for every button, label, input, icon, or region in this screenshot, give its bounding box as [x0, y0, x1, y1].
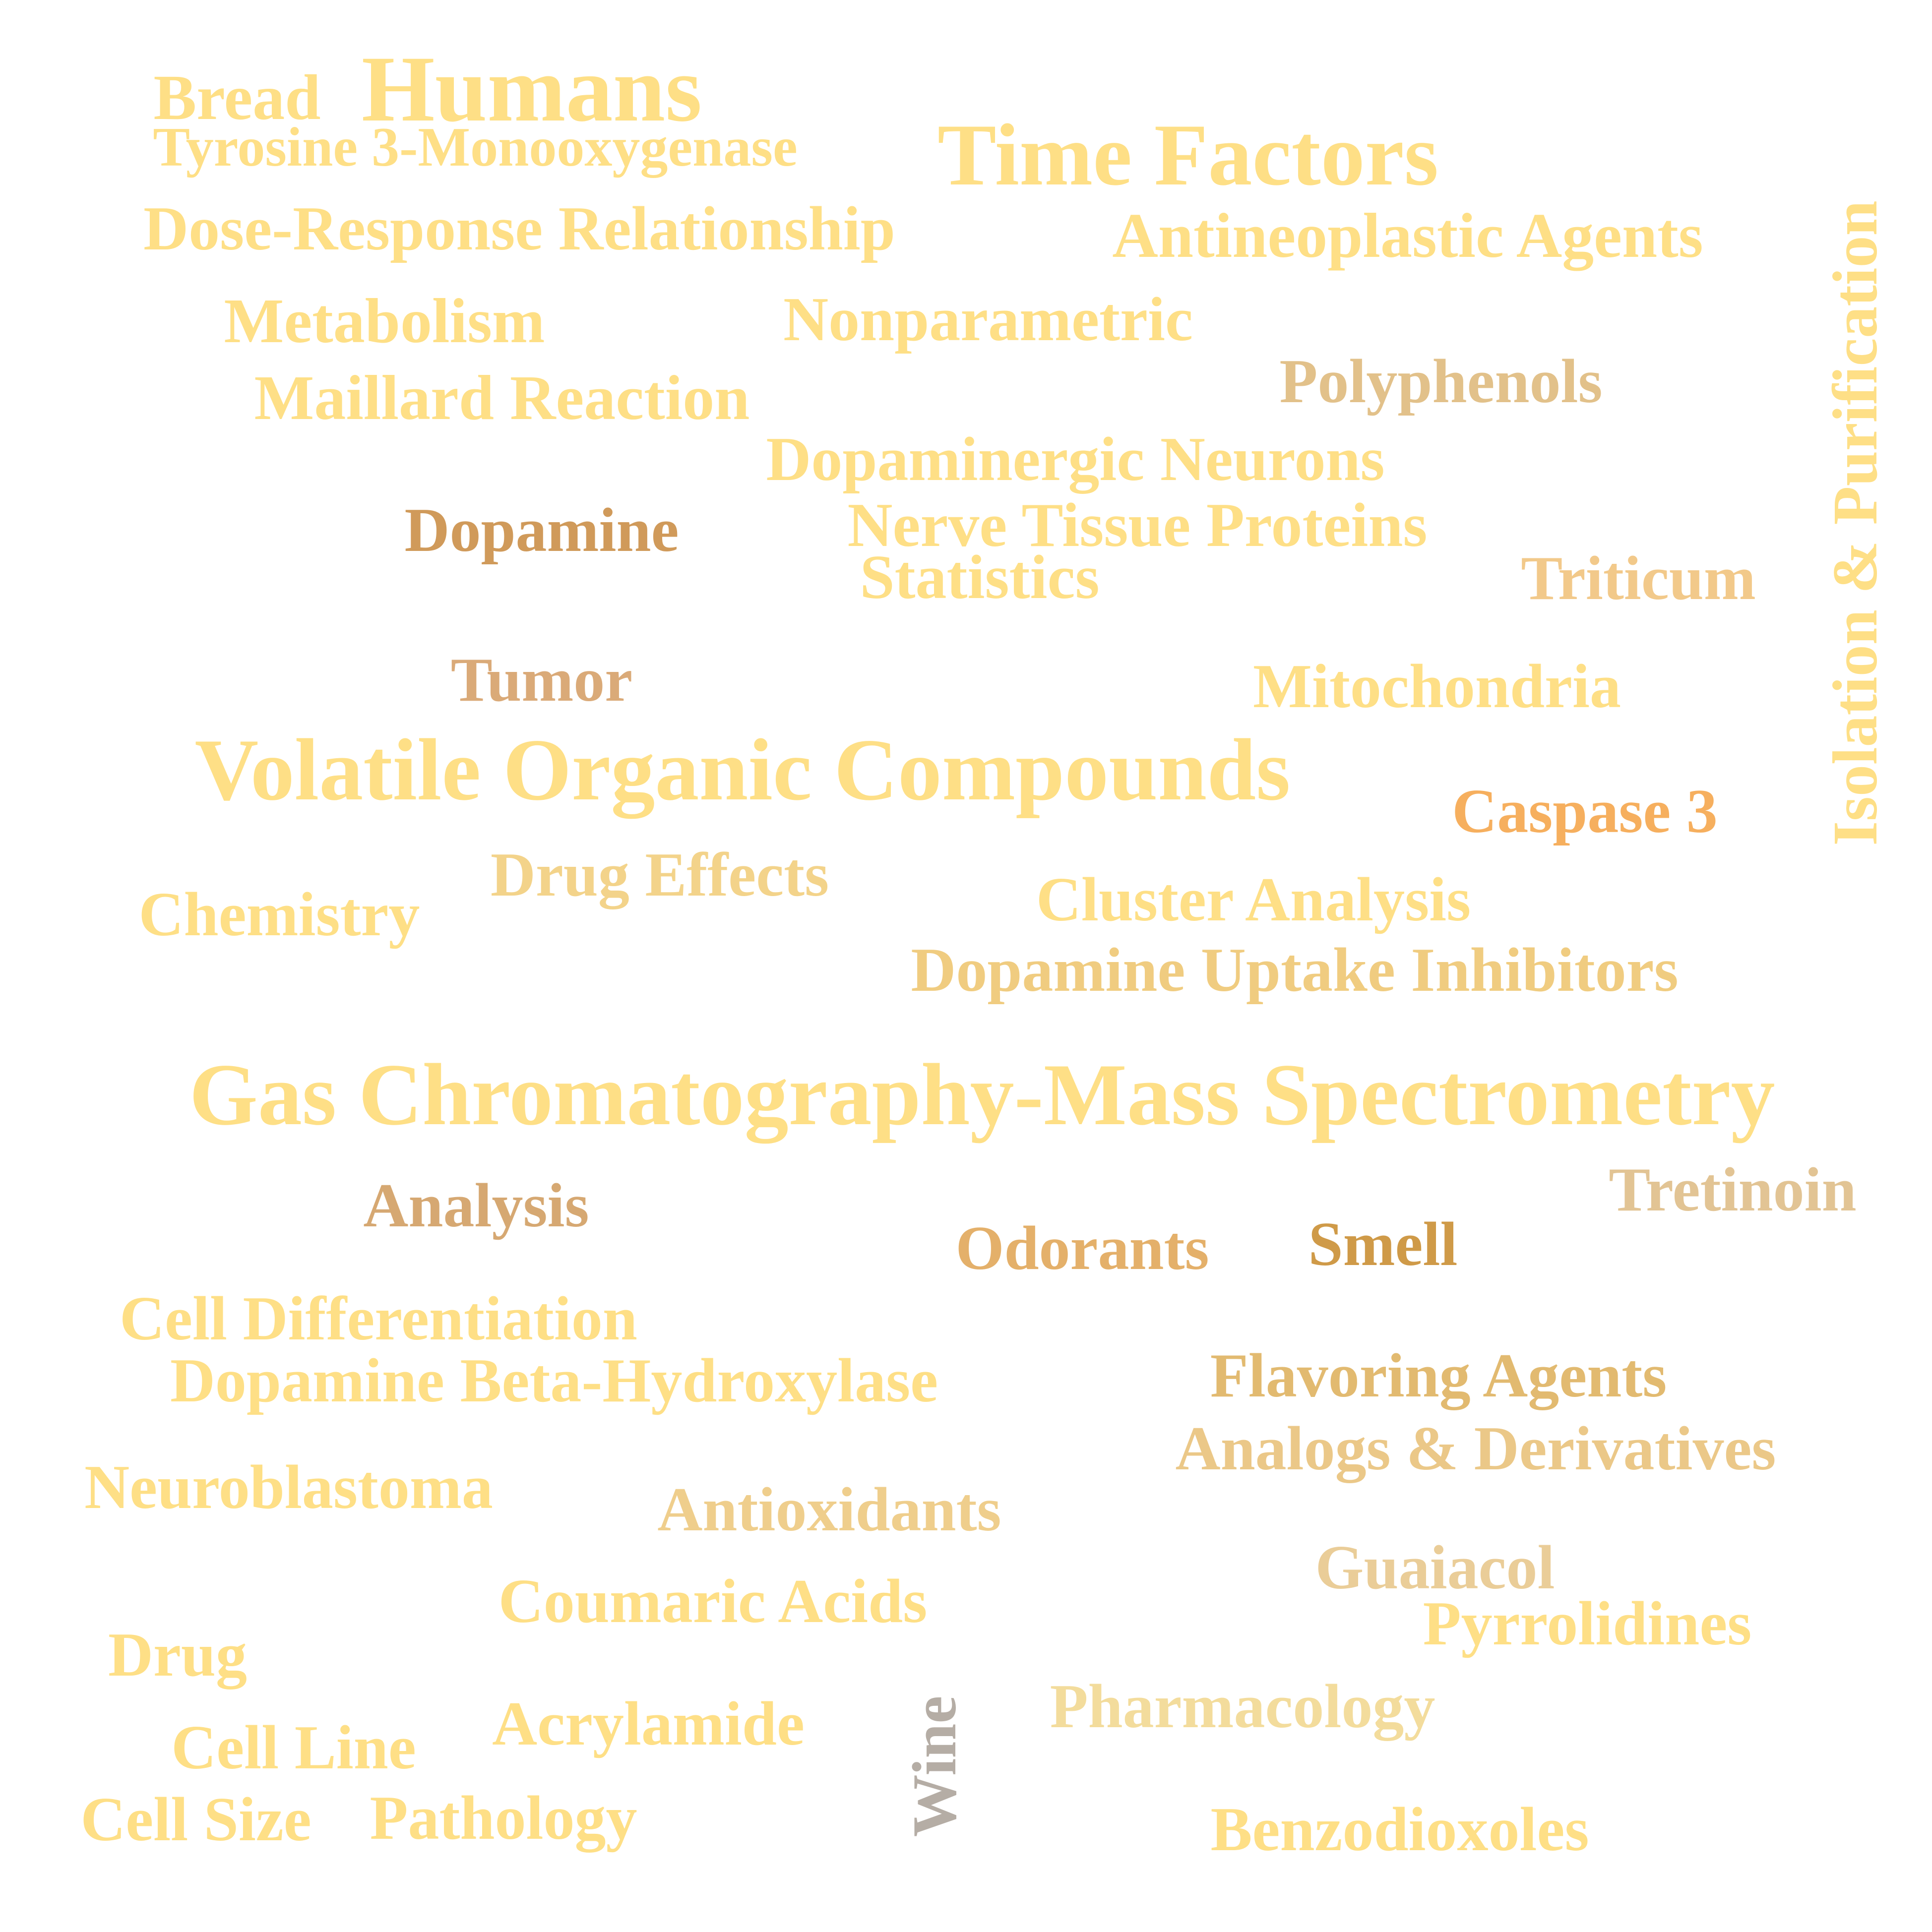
word-humans: Humans: [361, 37, 702, 141]
word-benzodioxoles: Benzodioxoles: [1210, 1795, 1589, 1864]
word-cell-differentiation: Cell Differentiation: [120, 1284, 637, 1353]
word-polyphenols: Polyphenols: [1279, 347, 1603, 416]
word-cell-line: Cell Line: [171, 1713, 416, 1782]
word-nerve-tissue-proteins: Nerve Tissue Proteins: [847, 491, 1428, 560]
word-isolation-purification: Isolation & Purification: [1820, 200, 1890, 846]
word-volatile-organic-compounds: Volatile Organic Compounds: [194, 721, 1291, 819]
word-guaiacol: Guaiacol: [1315, 1533, 1555, 1602]
word-antioxidants: Antioxidants: [657, 1475, 1001, 1544]
word-gas-chromatography-mass-spectrometry: Gas Chromatography-Mass Spectrometry: [189, 1045, 1775, 1144]
word-triticum: Triticum: [1521, 544, 1756, 613]
word-wine: Wine: [900, 1695, 969, 1837]
word-pathology: Pathology: [370, 1784, 637, 1853]
word-time-factors: Time Factors: [937, 106, 1439, 204]
word-flavoring-agents: Flavoring Agents: [1210, 1341, 1667, 1410]
word-bread: Bread: [153, 62, 321, 133]
word-acrylamide: Acrylamide: [492, 1690, 805, 1758]
word-analysis: Analysis: [363, 1171, 589, 1240]
word-drug: Drug: [108, 1621, 247, 1690]
word-tyrosine-3-monooxygenase: Tyrosine 3-Monooxygenase: [153, 117, 798, 178]
word-dopaminergic-neurons: Dopaminergic Neurons: [766, 425, 1385, 494]
word-nonparametric: Nonparametric: [783, 285, 1193, 354]
word-dopamine-beta-hydroxylase: Dopamine Beta-Hydroxylase: [170, 1346, 938, 1415]
word-analogs-derivatives: Analogs & Derivatives: [1175, 1414, 1776, 1483]
word-odorants: Odorants: [955, 1214, 1209, 1283]
word-neuroblastoma: Neuroblastoma: [84, 1453, 493, 1522]
word-antineoplastic-agents: Antineoplastic Agents: [1112, 200, 1703, 271]
word-tumor: Tumor: [450, 646, 633, 715]
word-cell-size: Cell Size: [80, 1785, 312, 1854]
word-cluster-analysis: Cluster Analysis: [1036, 865, 1471, 934]
word-metabolism: Metabolism: [224, 286, 545, 356]
word-pyrrolidines: Pyrrolidines: [1423, 1589, 1752, 1658]
word-smell: Smell: [1308, 1210, 1458, 1279]
word-maillard-reaction: Maillard Reaction: [254, 362, 750, 433]
word-statistics: Statistics: [860, 543, 1100, 612]
word-drug-effects: Drug Effects: [490, 841, 829, 909]
word-tretinoin: Tretinoin: [1609, 1155, 1857, 1224]
word-dose-response-relationship: Dose-Response Relationship: [143, 194, 895, 263]
word-mitochondria: Mitochondria: [1253, 652, 1621, 721]
word-dopamine: Dopamine: [404, 496, 679, 565]
word-chemistry: Chemistry: [138, 880, 420, 949]
word-pharmacology: Pharmacology: [1050, 1672, 1435, 1741]
word-dopamine-uptake-inhibitors: Dopamine Uptake Inhibitors: [911, 936, 1679, 1005]
word-coumaric-acids: Coumaric Acids: [498, 1567, 928, 1636]
word-caspase-3: Caspase 3: [1452, 777, 1718, 846]
